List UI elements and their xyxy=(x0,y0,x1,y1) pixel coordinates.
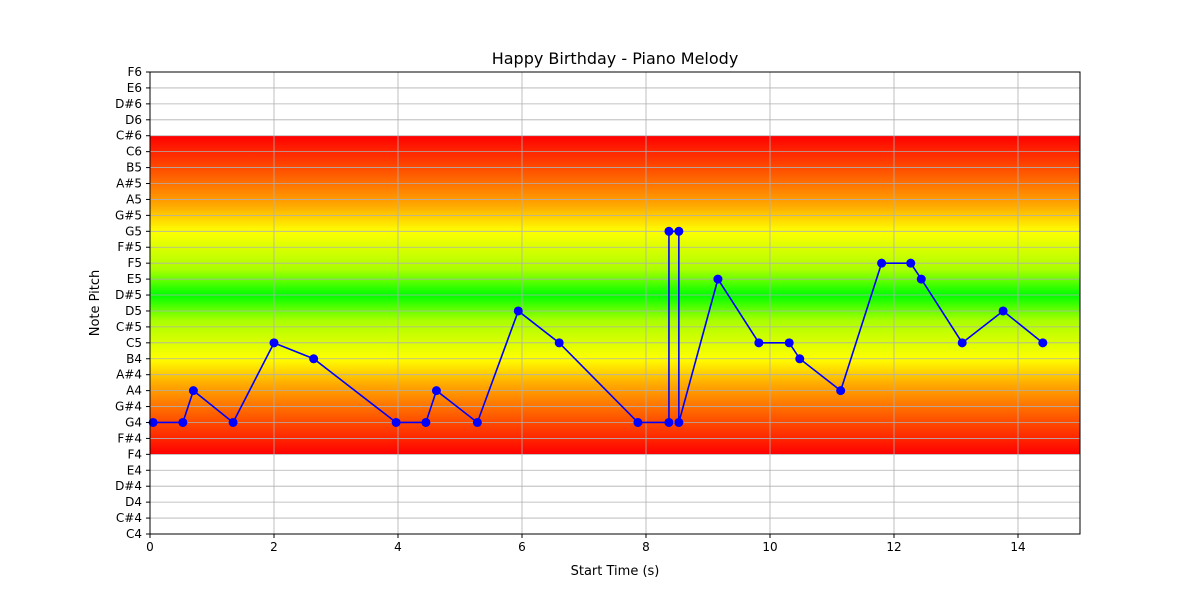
x-tick-label-5: 10 xyxy=(762,540,777,554)
note-point-20 xyxy=(795,354,805,364)
y-tick-label-6: F#4 xyxy=(117,431,142,445)
x-tick-label-2: 4 xyxy=(394,540,402,554)
note-point-23 xyxy=(906,258,916,268)
note-point-25 xyxy=(957,338,967,348)
note-point-9 xyxy=(472,417,482,427)
y-tick-label-24: C6 xyxy=(126,145,142,159)
y-tick-label-2: D4 xyxy=(125,495,142,509)
y-tick-label-14: D5 xyxy=(125,304,142,318)
note-point-21 xyxy=(836,386,846,396)
y-tick-label-19: G5 xyxy=(125,224,142,238)
chart-title: Happy Birthday - Piano Melody xyxy=(492,49,739,68)
note-point-13 xyxy=(664,417,674,427)
note-point-19 xyxy=(784,338,794,348)
y-tick-label-29: F6 xyxy=(127,65,142,79)
x-tick-label-4: 8 xyxy=(642,540,650,554)
melody-line xyxy=(153,230,1044,424)
note-point-14 xyxy=(664,226,674,236)
y-tick-label-5: F4 xyxy=(127,447,142,461)
note-point-24 xyxy=(916,274,926,284)
note-point-16 xyxy=(674,417,684,427)
y-axis-label: Note Pitch xyxy=(88,270,103,337)
y-tick-label-16: E5 xyxy=(127,272,142,286)
y-tick-label-28: E6 xyxy=(127,81,142,95)
y-tick-label-25: C#6 xyxy=(116,129,142,143)
note-point-6 xyxy=(391,417,401,427)
x-tick-label-0: 0 xyxy=(146,540,154,554)
note-point-4 xyxy=(269,338,279,348)
y-tick-label-26: D6 xyxy=(125,113,142,127)
note-point-10 xyxy=(513,306,523,316)
y-tick-label-17: F5 xyxy=(127,256,142,270)
y-tick-label-4: E4 xyxy=(127,463,142,477)
x-axis-label: Start Time (s) xyxy=(571,564,660,579)
y-tick-label-10: A#4 xyxy=(116,368,142,382)
note-point-1 xyxy=(178,417,188,427)
note-point-26 xyxy=(998,306,1008,316)
y-tick-label-3: D#4 xyxy=(115,479,142,493)
note-point-5 xyxy=(309,354,319,364)
y-tick-label-0: C4 xyxy=(126,527,142,541)
note-point-12 xyxy=(633,417,643,427)
note-point-3 xyxy=(228,417,238,427)
y-tick-label-9: A4 xyxy=(126,384,142,398)
y-axis: C4 C#4 D4 D#4 E4 F4 F#4 G4G#4 A4 A#4 B4 C5 C#5 D5 D#5 E… xyxy=(115,65,150,541)
x-tick-label-7: 14 xyxy=(1010,540,1025,554)
y-tick-label-7: G4 xyxy=(125,415,142,429)
note-point-27 xyxy=(1038,338,1048,348)
note-point-15 xyxy=(674,226,684,236)
note-point-22 xyxy=(877,258,887,268)
y-tick-label-13: C#5 xyxy=(116,320,142,334)
note-point-8 xyxy=(431,386,441,396)
y-tick-label-20: G#5 xyxy=(115,208,142,222)
x-tick-label-3: 6 xyxy=(518,540,526,554)
y-tick-label-21: A5 xyxy=(126,192,142,206)
y-tick-label-22: A#5 xyxy=(116,177,142,191)
x-tick-label-6: 12 xyxy=(886,540,901,554)
y-tick-label-18: F#5 xyxy=(117,240,142,254)
series-group xyxy=(148,226,1048,427)
note-point-7 xyxy=(421,417,431,427)
note-point-0 xyxy=(148,417,158,427)
y-tick-label-23: B5 xyxy=(126,161,142,175)
y-tick-label-15: D#5 xyxy=(115,288,142,302)
grid-lines xyxy=(149,71,1080,535)
note-point-11 xyxy=(554,338,564,348)
note-point-17 xyxy=(713,274,723,284)
y-tick-label-12: C5 xyxy=(126,336,142,350)
note-point-18 xyxy=(754,338,764,348)
note-point-2 xyxy=(188,386,198,396)
x-tick-label-1: 2 xyxy=(270,540,278,554)
plot-frame xyxy=(149,71,1081,535)
y-tick-label-27: D#6 xyxy=(115,97,142,111)
y-tick-label-8: G#4 xyxy=(115,400,142,414)
y-tick-label-11: B4 xyxy=(126,352,142,366)
x-axis: 0 2 4 6 8 10 12 14 xyxy=(146,534,1026,554)
y-tick-label-1: C#4 xyxy=(116,511,142,525)
